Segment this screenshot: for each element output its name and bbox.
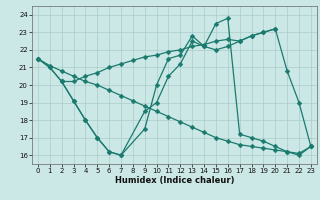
X-axis label: Humidex (Indice chaleur): Humidex (Indice chaleur) xyxy=(115,176,234,185)
